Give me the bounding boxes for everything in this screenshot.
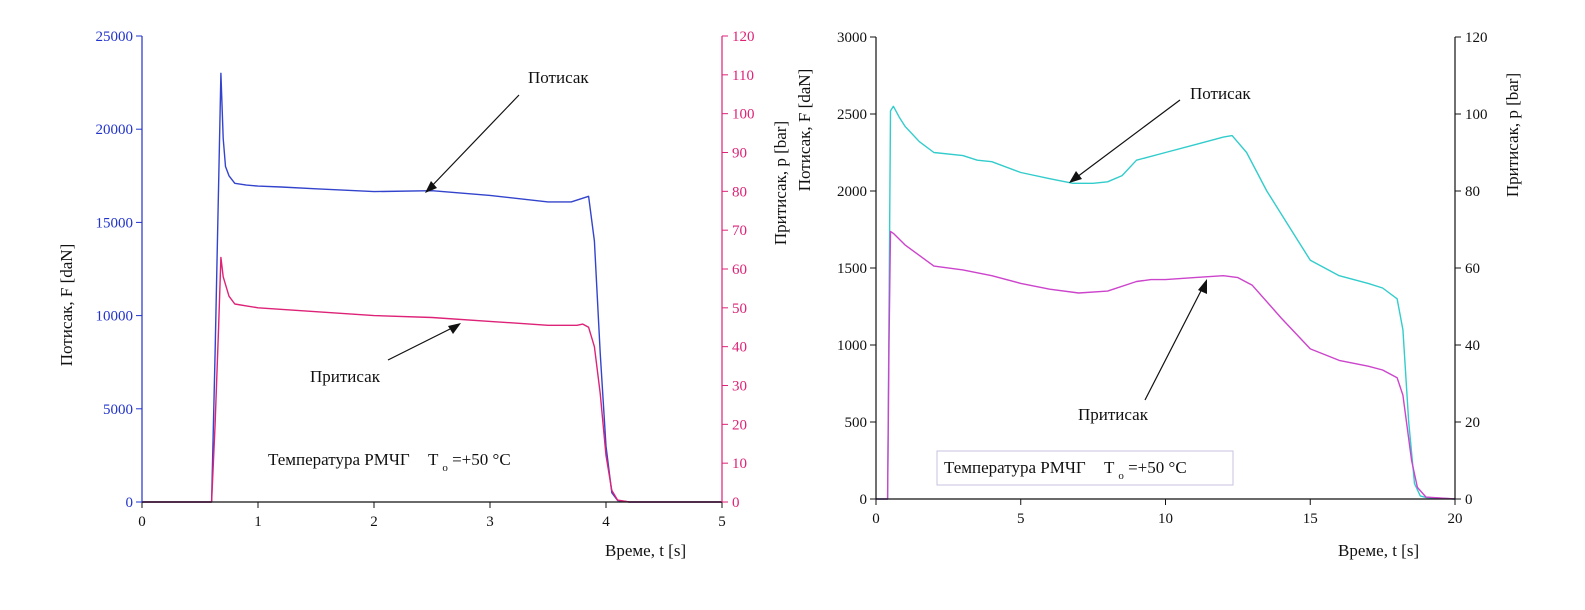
chart1-x-tick-label: 0 [872, 511, 880, 527]
chart1-series-left-line [876, 105, 1456, 500]
chart0-x-tick-label: 5 [718, 514, 726, 530]
left-temp-symbol: T [428, 450, 439, 469]
chart0-y-right-tick-label: 30 [732, 379, 747, 395]
chart0-y-right-tick-label: 110 [732, 68, 754, 84]
right-temp-unit: °C [1169, 458, 1187, 477]
right-temp-symbol: T [1104, 458, 1115, 477]
left-chart-annotation-force: Потисак [528, 68, 589, 87]
chart0-y-right-tick-label: 90 [732, 146, 747, 162]
chart0-y-right-tick-label: 120 [732, 29, 755, 45]
right-chart-xlabel: Време, t [s] [1338, 541, 1419, 560]
chart0-y-left-tick-label: 10000 [96, 309, 134, 325]
chart1-y-right-tick-label: 0 [1465, 492, 1473, 508]
right-chart-ticks-group: 0 5 10 15 2005001000150020002500300002040608… [837, 30, 1488, 527]
chart0-y-left-tick-label: 5000 [103, 402, 133, 418]
chart1-x-tick-label: 20 [1448, 511, 1463, 527]
left-chart-ylabel-right: Притисак, p [bar] [771, 121, 790, 245]
left-chart-ylabel-left: Потисак, F [daN] [57, 244, 76, 367]
left-temp-value: =+50 [452, 450, 488, 469]
left-chart-series-group [142, 72, 722, 503]
right-chart-thrust-pressure-20s: 0 5 10 15 2005001000150020002500300002040608… [795, 30, 1522, 560]
right-temp-subscript: o [1118, 470, 1124, 482]
left-force-arrowhead [425, 181, 437, 193]
left-chart-ticks-group: 0 1 2 3 4 50500010000150002000025000010203040… [96, 29, 755, 530]
chart1-y-right-tick-label: 20 [1465, 415, 1480, 431]
right-force-arrowhead [1069, 171, 1082, 183]
chart1-y-left-tick-label: 1000 [837, 338, 867, 354]
chart0-y-left-tick-label: 0 [126, 495, 134, 511]
chart0-y-right-tick-label: 80 [732, 184, 747, 200]
chart0-y-left-tick-label: 25000 [96, 29, 134, 45]
chart1-y-left-tick-label: 500 [845, 415, 868, 431]
left-force-arrow [427, 94, 520, 191]
left-chart-axes-group [141, 36, 723, 503]
chart0-y-left-tick-label: 20000 [96, 122, 134, 138]
right-chart-ylabel-right: Притисак, p [bar] [1503, 73, 1522, 197]
right-temp-prefix: Температура РМЧГ [944, 458, 1086, 477]
right-force-arrow [1072, 99, 1181, 181]
chart1-x-tick-label: 15 [1303, 511, 1318, 527]
chart0-x-tick-label: 4 [602, 514, 610, 530]
chart0-y-right-tick-label: 10 [732, 456, 747, 472]
chart1-y-right-tick-label: 60 [1465, 261, 1480, 277]
right-chart-annotation-force: Потисак [1190, 84, 1251, 103]
chart0-y-right-tick-label: 100 [732, 107, 755, 123]
chart1-y-left-tick-label: 0 [860, 492, 868, 508]
left-pressure-arrow [387, 325, 457, 361]
chart0-y-right-tick-label: 60 [732, 262, 747, 278]
chart0-y-right-tick-label: 20 [732, 417, 747, 433]
chart1-y-right-tick-label: 100 [1465, 107, 1488, 123]
chart1-y-left-tick-label: 1500 [837, 261, 867, 277]
chart1-series-right-line [876, 230, 1456, 500]
left-chart-temperature-note: Температура РМЧГ T o =+50 °C [268, 450, 511, 475]
left-temp-subscript: o [442, 462, 448, 474]
left-chart-annotation-pressure: Притисак [310, 367, 381, 386]
chart0-x-tick-label: 1 [254, 514, 262, 530]
right-chart-axes-group [875, 37, 1456, 500]
right-chart-temperature-box [936, 450, 1234, 486]
right-chart-temperature-note: Температура РМЧГ T o =+50 °C [944, 458, 1187, 483]
chart0-series-right-line [142, 256, 722, 503]
chart0-y-right-tick-label: 70 [732, 223, 747, 239]
left-chart-xlabel: Време, t [s] [605, 541, 686, 560]
left-chart-thrust-pressure-5s: 0 1 2 3 4 50500010000150002000025000010203040… [57, 29, 790, 560]
left-pressure-arrowhead [448, 323, 461, 334]
chart1-y-right-tick-label: 40 [1465, 338, 1480, 354]
chart1-y-right-tick-label: 80 [1465, 184, 1480, 200]
chart1-y-left-tick-label: 2000 [837, 184, 867, 200]
chart1-y-left-tick-label: 3000 [837, 30, 867, 46]
left-temp-prefix: Температура РМЧГ [268, 450, 410, 469]
chart0-x-tick-label: 3 [486, 514, 494, 530]
right-pressure-arrow [1144, 282, 1206, 401]
chart1-y-right-tick-label: 120 [1465, 30, 1488, 46]
right-pressure-arrowhead [1198, 279, 1207, 294]
chart0-y-right-tick-label: 50 [732, 301, 747, 317]
right-temp-value: =+50 [1128, 458, 1164, 477]
left-temp-unit: °C [493, 450, 511, 469]
chart1-x-tick-label: 5 [1017, 511, 1025, 527]
chart0-y-right-tick-label: 0 [732, 495, 740, 511]
chart0-x-tick-label: 2 [370, 514, 378, 530]
chart1-y-left-tick-label: 2500 [837, 107, 867, 123]
chart0-series-left-line [142, 72, 722, 503]
right-chart-ylabel-left: Потисак, F [daN] [795, 69, 814, 192]
right-chart-annotation-pressure: Притисак [1078, 405, 1149, 424]
chart0-y-left-tick-label: 15000 [96, 215, 134, 231]
chart0-y-right-tick-label: 40 [732, 340, 747, 356]
chart1-x-tick-label: 10 [1158, 511, 1173, 527]
chart0-x-tick-label: 0 [138, 514, 146, 530]
right-chart-series-group [876, 105, 1456, 500]
